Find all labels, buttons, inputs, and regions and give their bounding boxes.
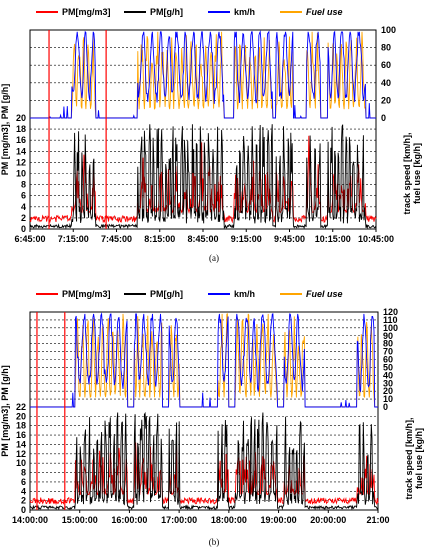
y-left-tick-label: 4	[21, 202, 26, 212]
x-tick-label: 8:15:00	[144, 234, 175, 244]
y-right-tick-label: 120	[383, 307, 398, 317]
x-tick-label: 9:15:00	[231, 234, 262, 244]
legend-entry: PM[mg/m3]	[62, 289, 111, 299]
x-tick-label: 17:00:00	[161, 515, 197, 525]
x-tick-label: 6:45:00	[14, 234, 45, 244]
y-left-tick-label: 14	[16, 146, 26, 156]
chart-legend: PM[mg/m3] PM[g/h] km/h Fuel use	[36, 7, 343, 17]
y-left-tick-label: 12	[16, 157, 26, 167]
y-left-tick-label: 18	[16, 421, 26, 431]
y-right-tick-label: 100	[381, 25, 396, 35]
y-left-tick-label: 0	[21, 224, 26, 234]
series-km-h	[30, 312, 378, 408]
y-right-tick-label: 0	[381, 113, 386, 123]
series-fuel-use	[30, 31, 376, 119]
y-right-axis-title-line2: fuel use [kg/h]	[412, 143, 422, 204]
x-tick-label: 7:15:00	[58, 234, 89, 244]
y-left-tick-label: 0	[21, 505, 26, 515]
figure-caption: (a)	[209, 253, 219, 263]
y-right-axis-title-line1: track speed [km/h],	[402, 132, 412, 214]
legend-entry: PM[mg/m3]	[62, 7, 111, 17]
y-right-tick-label: 20	[381, 95, 391, 105]
chart-legend: PM[mg/m3] PM[g/h] km/h Fuel use	[36, 289, 343, 299]
y-left-tick-label: 12	[16, 449, 26, 459]
x-tick-label: 14:00:00	[12, 515, 48, 525]
y-right-tick-label: 20	[383, 386, 393, 396]
chart-a-svg: PM[mg/m3] PM[g/h] km/h Fuel use020406080100…	[0, 7, 422, 263]
plot-area	[29, 29, 377, 230]
chart-panel-a: PM[mg/m3] PM[g/h] km/h Fuel use 0 20 40 60 80 100…	[0, 7, 422, 263]
y-left-tick-label: 2	[21, 496, 26, 506]
y-right-tick-label: 60	[381, 60, 391, 70]
y-right-tick-label: 60	[383, 355, 393, 365]
y-right-tick-label: 0	[383, 402, 388, 412]
y-right-tick-label: 100	[383, 323, 398, 333]
series-pm-g-h	[29, 411, 379, 511]
x-tick-label: 7:45:00	[101, 234, 132, 244]
y-right-tick-label: 70	[383, 347, 393, 357]
y-left-tick-label: 16	[16, 135, 26, 145]
legend-entry: PM[g/h]	[150, 7, 183, 17]
y-left-tick-label: 2	[21, 213, 26, 223]
y-right-axis-title-line2: fuel use [kg/h]	[414, 428, 424, 489]
series-km-h	[30, 30, 376, 119]
x-tick-label: 15:00:00	[62, 515, 98, 525]
y-left-tick-label: 10	[16, 458, 26, 468]
y-right-tick-label: 30	[383, 378, 393, 388]
chart-b-svg: PM[mg/m3] PM[g/h] km/h Fuel use010203040506…	[0, 289, 424, 547]
y-left-tick-label: 14	[16, 439, 26, 449]
x-tick-label: 21:00	[366, 515, 389, 525]
series-pm-g-h	[29, 124, 377, 230]
plot-area	[29, 311, 379, 511]
y-left-axis-title: PM [mg/m3], PM [g/h]	[0, 365, 10, 457]
y-right-tick-label: 10	[383, 394, 393, 404]
y-left-tick-label: 6	[21, 477, 26, 487]
y-left-tick-label: 20	[16, 411, 26, 421]
y-right-tick-label: 90	[383, 331, 393, 341]
legend-entry: Fuel use	[306, 289, 343, 299]
x-tick-label: 20:00:00	[310, 515, 346, 525]
legend-entry: PM[g/h]	[150, 289, 183, 299]
y-right-tick-label: 80	[381, 43, 391, 53]
y-left-axis-title: PM [mg/m3], PM [g/h]	[0, 84, 10, 176]
y-right-tick-label: 40	[381, 78, 391, 88]
y-left-tick-label: 20	[16, 113, 26, 123]
y-left-tick-label: 4	[21, 486, 26, 496]
y-left-tick-label: 18	[16, 124, 26, 134]
legend-entry: Fuel use	[306, 7, 343, 17]
y-left-tick-label: 22	[16, 402, 26, 412]
figure-caption: (b)	[209, 537, 220, 547]
x-tick-label: 8:45:00	[187, 234, 218, 244]
y-right-tick-label: 40	[383, 370, 393, 380]
x-tick-label: 10:45:00	[358, 234, 394, 244]
y-left-tick-label: 8	[21, 180, 26, 190]
x-tick-label: 18:00:00	[211, 515, 247, 525]
y-left-tick-label: 10	[16, 169, 26, 179]
x-tick-label: 9:45:00	[274, 234, 305, 244]
y-right-axis-title-line1: track speed [km/h],	[404, 417, 414, 499]
chart-panel-b: PM[mg/m3] PM[g/h] km/h Fuel use 0 10 20 30 40 50 6…	[0, 275, 429, 550]
y-left-tick-label: 6	[21, 191, 26, 201]
legend-entry: km/h	[234, 289, 255, 299]
y-left-tick-label: 16	[16, 430, 26, 440]
x-tick-label: 10:15:00	[315, 234, 351, 244]
y-right-tick-label: 50	[383, 362, 393, 372]
x-tick-label: 16:00:00	[111, 515, 147, 525]
legend-entry: km/h	[234, 7, 255, 17]
y-right-tick-label: 80	[383, 339, 393, 349]
x-tick-label: 19:00:00	[261, 515, 297, 525]
y-right-tick-label: 110	[383, 315, 398, 325]
y-left-tick-label: 8	[21, 468, 26, 478]
